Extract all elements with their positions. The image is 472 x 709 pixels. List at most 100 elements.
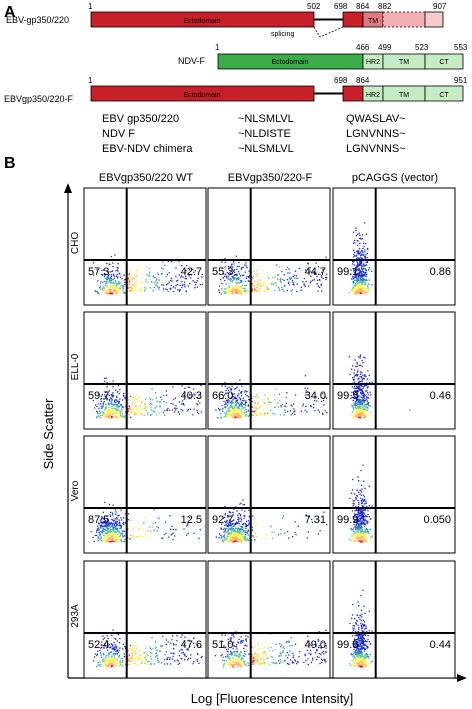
percent-positive: 0.050 <box>423 514 451 526</box>
panel-a-letter: A <box>4 4 16 21</box>
flow-plot: 55.3 44.7 <box>207 187 331 306</box>
panel-a: A EBV-gp350/220 1 502 698 864 882 907 Ec… <box>4 2 468 155</box>
percent-negative: 99.5 <box>337 390 358 402</box>
tm-label: TM <box>399 92 409 99</box>
flow-plot: 99.6 0.44 <box>332 560 456 679</box>
residue-number: 499 <box>378 43 392 52</box>
residue-number: 553 <box>454 43 468 52</box>
sequence-name: EBV-NDV chimera <box>102 143 193 155</box>
percent-negative: 51.0 <box>212 639 233 651</box>
row-labels: CHO ELL-0 Vero 293A <box>70 232 81 628</box>
ct-label: CT <box>439 59 449 66</box>
flow-plot: 87.5 12.5 <box>83 435 207 554</box>
panel-b: B EBVgp350/220 WT EBVgp350/220-F pCAGGS … <box>4 155 467 706</box>
residue-number: 882 <box>378 2 392 11</box>
percent-positive: 12.5 <box>181 514 202 526</box>
residue-number: 864 <box>356 2 370 11</box>
plot-frame <box>332 560 456 679</box>
ectodomain-label: Ectodomain <box>184 18 221 25</box>
percent-positive: 7.31 <box>305 514 326 526</box>
flow-plot: 59.7 40.3 <box>83 311 207 430</box>
row-label: CHO <box>70 232 81 254</box>
percent-negative: 99.9 <box>337 514 358 526</box>
sequence-name: EBV gp350/220 <box>102 113 179 125</box>
splicing-label: splicing <box>271 31 294 38</box>
sequence-right: LGNVNNS~ <box>346 128 406 140</box>
sequence-left: ~NLSMLVL <box>238 113 294 125</box>
percent-positive: 34.0 <box>305 390 326 402</box>
row-label: Vero <box>70 480 81 501</box>
flow-plot: 92.7 7.31 <box>207 435 331 554</box>
percent-negative: 99.1 <box>337 266 358 278</box>
flow-plot: 99.1 0.86 <box>332 187 456 306</box>
residue-number: 502 <box>307 2 321 11</box>
percent-positive: 40.3 <box>181 390 202 402</box>
sequence-name: NDV F <box>102 128 135 140</box>
residue-number: 951 <box>454 76 468 85</box>
plot-frame <box>332 435 456 554</box>
percent-negative: 59.7 <box>88 390 109 402</box>
percent-negative: 87.5 <box>88 514 109 526</box>
plot-frame <box>332 311 456 430</box>
flow-plot: 57.3 42.7 <box>83 187 207 306</box>
x-axis-arrowhead <box>457 674 467 682</box>
ectodomain-label: Ectodomain <box>272 59 309 66</box>
percent-negative: 92.7 <box>212 514 233 526</box>
residue-number: 698 <box>334 2 348 11</box>
construct-ndvf: NDV-F 1 466 499 523 553 Ectodomain HR2 T… <box>178 43 468 70</box>
residue-number: 907 <box>433 2 447 11</box>
flow-plot: 99.5 0.46 <box>332 311 456 430</box>
scatter-dots <box>215 375 328 419</box>
sequence-left: ~NLDISTE <box>238 128 291 140</box>
scatter-dots <box>93 629 203 668</box>
sequence-table: EBV gp350/220 ~NLSMLVL QWASLAV~ NDV F ~N… <box>102 113 406 155</box>
column-header: pCAGGS (vector) <box>352 172 438 184</box>
construct-name: EBV-gp350/220 <box>6 15 69 25</box>
residue-number: 1 <box>215 43 220 52</box>
percent-negative: 55.3 <box>212 266 233 278</box>
plot-frame <box>207 435 331 554</box>
percent-positive: 0.46 <box>430 390 451 402</box>
sequence-right: LGNVNNS~ <box>346 143 406 155</box>
row-label: ELL-0 <box>70 353 81 380</box>
flow-plot: 99.9 0.050 <box>332 435 456 554</box>
column-header: EBVgp350/220-F <box>228 172 313 184</box>
y-axis-label: Side Scatter <box>41 398 56 469</box>
stalk-block <box>342 11 364 28</box>
hr2-label: HR2 <box>366 92 380 99</box>
sequence-right: QWASLAV~ <box>346 113 406 125</box>
plot-frame <box>83 435 207 554</box>
percent-positive: 44.7 <box>305 266 326 278</box>
x-axis-label: Log [Fluorescence Intensity] <box>191 691 354 706</box>
splicing-line <box>313 26 344 38</box>
row-label: 293A <box>70 604 81 628</box>
column-header: EBVgp350/220 WT <box>99 172 193 184</box>
construct-name: NDV-F <box>178 56 206 66</box>
scatter-dots <box>90 501 201 543</box>
scatter-dots <box>214 629 328 668</box>
percent-positive: 42.7 <box>181 266 202 278</box>
flow-plot: 51.0 49.0 <box>207 560 331 679</box>
flow-plots: 57.3 42.7 55.3 44.7 99.1 0.86 59.7 40.3 66.0 34.0… <box>83 187 456 679</box>
ectodomain-label: Ectodomain <box>184 92 221 99</box>
panel-b-letter: B <box>4 155 16 172</box>
residue-number: 864 <box>356 76 370 85</box>
flow-plot: 52.4 47.6 <box>83 560 207 679</box>
residue-number: 1 <box>88 76 93 85</box>
plot-frame <box>332 187 456 306</box>
hr2-label: HR2 <box>366 59 380 66</box>
residue-number: 1 <box>88 2 93 11</box>
ct-block <box>424 85 464 102</box>
residue-number: 523 <box>415 43 429 52</box>
y-axis-arrowhead <box>64 183 72 193</box>
percent-positive: 0.86 <box>430 266 451 278</box>
scatter-dots <box>348 589 373 668</box>
percent-positive: 0.44 <box>430 639 451 651</box>
plot-frame <box>207 187 331 306</box>
tm-label: TM <box>368 18 378 25</box>
scatter-dots <box>348 354 411 419</box>
plot-frame <box>83 187 207 306</box>
percent-negative: 52.4 <box>88 639 109 651</box>
scatter-dots <box>218 255 328 295</box>
